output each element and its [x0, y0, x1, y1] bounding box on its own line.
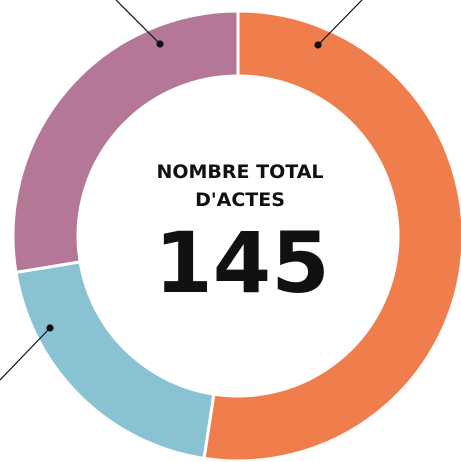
center-value: 145: [154, 214, 329, 312]
leader-lines: [0, 0, 363, 381]
leader-dot: [314, 41, 322, 49]
donut-segment: [11, 9, 240, 275]
donut-segment: [202, 9, 461, 462]
center-label: D'ACTES: [195, 189, 285, 211]
leader-line: [115, 0, 161, 45]
leader-dot: [46, 324, 54, 332]
leader-dot: [156, 40, 164, 48]
segments: [11, 9, 461, 462]
leader-line: [0, 327, 51, 381]
center-label: NOMBRE TOTAL: [156, 161, 323, 183]
leader-line: [317, 0, 363, 46]
